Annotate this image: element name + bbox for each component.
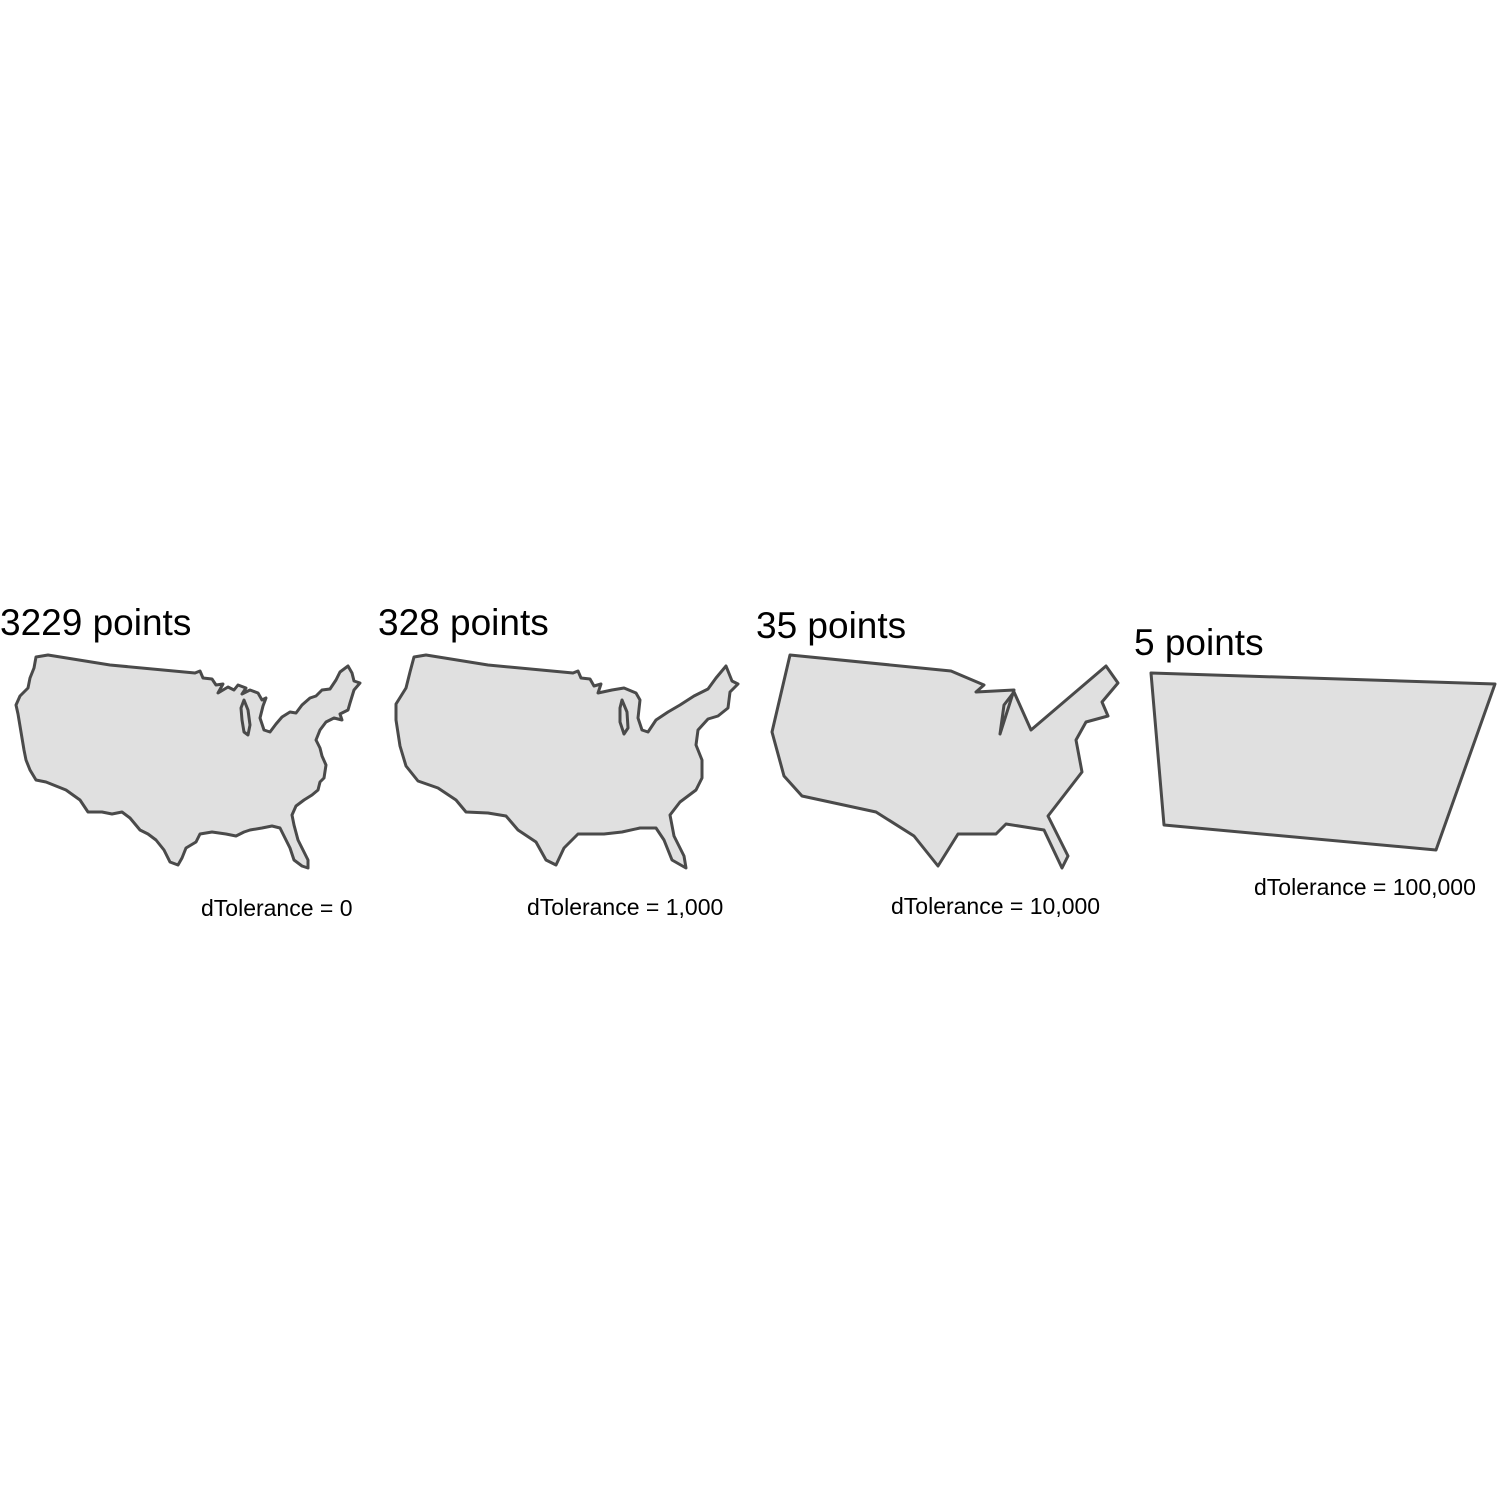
panel-caption: dTolerance = 100,000	[1254, 874, 1476, 900]
panel-title: 35 points	[756, 605, 907, 646]
usa-outline-detailed	[14, 653, 362, 870]
usa-outline-simplified-100000	[1149, 671, 1497, 852]
map-panel-2: 328 points dTolerance = 1,000	[378, 0, 756, 1512]
map-panel-1: 3229 points dTolerance = 0	[0, 0, 378, 1512]
panel-title: 3229 points	[0, 602, 192, 643]
panel-caption: dTolerance = 10,000	[891, 893, 1101, 919]
panel-caption: dTolerance = 0	[201, 895, 353, 921]
map-panel-3: 35 points dTolerance = 10,000	[756, 0, 1134, 1512]
map-panel-4: 5 points dTolerance = 100,000	[1134, 0, 1512, 1512]
panel-title: 5 points	[1134, 622, 1264, 663]
usa-outline-simplified-10000	[770, 653, 1120, 870]
panel-title: 328 points	[378, 602, 549, 643]
usa-outline-simplified-1000	[394, 653, 740, 870]
panel-caption: dTolerance = 1,000	[527, 894, 724, 920]
